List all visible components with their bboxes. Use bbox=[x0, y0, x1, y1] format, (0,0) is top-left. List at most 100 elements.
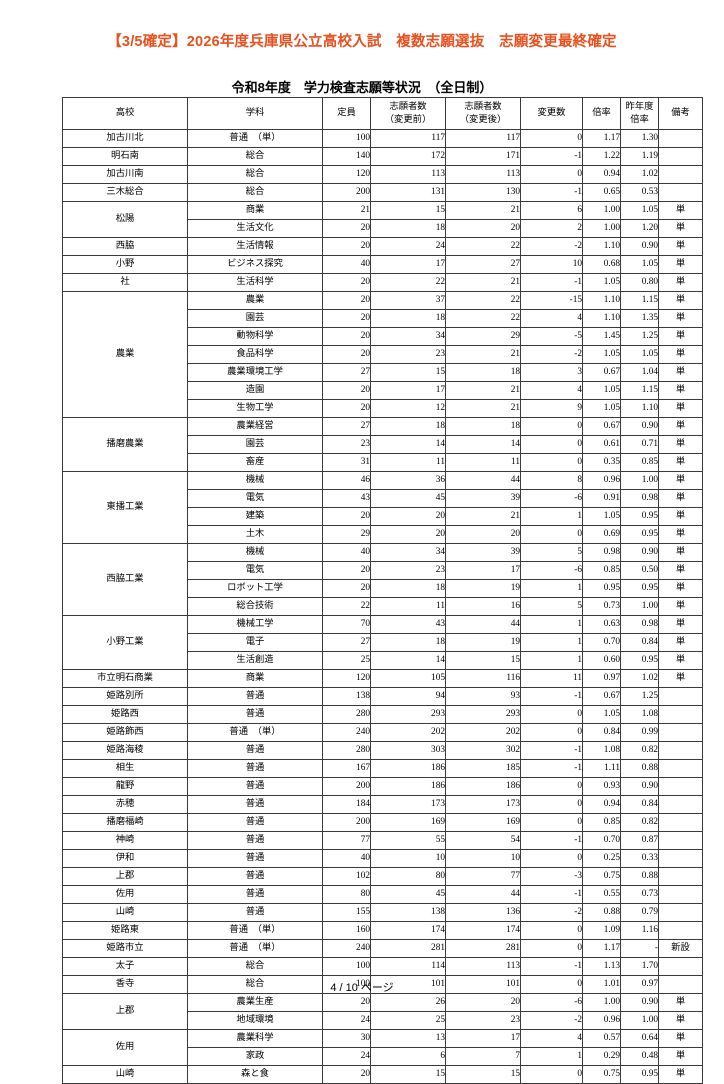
cell-change: 3 bbox=[520, 363, 583, 382]
cell-note: 単 bbox=[658, 507, 703, 526]
cell-capacity: 20 bbox=[322, 1065, 371, 1084]
cell-applicants-after: 16 bbox=[445, 597, 521, 616]
column-header-rate: 倍率 bbox=[582, 97, 621, 130]
column-header-applicants-after: 志願者数 （変更後） bbox=[445, 97, 521, 130]
table-row: 生活文化 20 18 20 2 1.00 1.20 単 bbox=[63, 219, 703, 238]
cell-school: 松陽 bbox=[62, 201, 188, 238]
cell-last-year-rate: 0.84 bbox=[620, 633, 659, 652]
cell-rate: 0.55 bbox=[582, 885, 621, 904]
cell-rate: 0.91 bbox=[582, 489, 621, 508]
cell-rate: 1.00 bbox=[582, 201, 621, 220]
cell-note: 新設 bbox=[658, 939, 703, 958]
cell-school: 伊和 bbox=[62, 849, 188, 868]
cell-last-year-rate: 0.98 bbox=[620, 489, 659, 508]
cell-capacity: 20 bbox=[322, 579, 371, 598]
cell-last-year-rate: 0.90 bbox=[620, 777, 659, 796]
cell-capacity: 27 bbox=[322, 417, 371, 436]
table-row: 姫路東 普通 （単） 160 174 174 0 1.09 1.16 bbox=[62, 921, 703, 940]
cell-rate: 0.93 bbox=[582, 777, 621, 796]
cell-change: 10 bbox=[520, 255, 583, 274]
cell-change: 0 bbox=[520, 417, 583, 436]
cell-capacity: 25 bbox=[322, 651, 371, 670]
cell-capacity: 20 bbox=[322, 309, 371, 328]
cell-change: 9 bbox=[520, 399, 583, 418]
cell-applicants-after: 17 bbox=[445, 1029, 521, 1048]
table-row: 小野 ビジネス探究 40 17 27 10 0.68 1.05 単 bbox=[62, 255, 703, 274]
cell-course: 生活創造 bbox=[187, 651, 323, 670]
cell-change: 6 bbox=[520, 201, 583, 220]
cell-school: 太子 bbox=[62, 957, 188, 976]
cell-rate: 0.70 bbox=[582, 633, 621, 652]
table-row: 電子 27 18 19 1 0.70 0.84 単 bbox=[63, 633, 703, 652]
cell-capacity: 240 bbox=[322, 939, 371, 958]
table-row: 三木総合 総合 200 131 130 -1 0.65 0.53 bbox=[62, 183, 703, 202]
cell-course: 電気 bbox=[187, 561, 323, 580]
cell-note: 単 bbox=[658, 363, 703, 382]
cell-applicants-after: 22 bbox=[445, 237, 521, 256]
cell-rate: 0.65 bbox=[582, 183, 621, 202]
cell-rate: 0.75 bbox=[582, 867, 621, 886]
cell-rate: 1.05 bbox=[582, 345, 621, 364]
cell-applicants-after: 39 bbox=[445, 489, 521, 508]
cell-capacity: 240 bbox=[322, 723, 371, 742]
cell-rate: 0.85 bbox=[582, 813, 621, 832]
cell-last-year-rate: 1.25 bbox=[620, 687, 659, 706]
cell-applicants-after: 10 bbox=[445, 849, 521, 868]
cell-last-year-rate: 0.64 bbox=[620, 1029, 659, 1048]
cell-change: -6 bbox=[520, 489, 583, 508]
cell-rate: 1.22 bbox=[582, 147, 621, 166]
cell-change: 1 bbox=[520, 633, 583, 652]
cell-applicants-after: 302 bbox=[445, 741, 521, 760]
cell-course: 園芸 bbox=[187, 435, 323, 454]
table-row: 相生 普通 167 186 185 -1 1.11 0.88 bbox=[62, 759, 703, 778]
cell-note: 単 bbox=[658, 597, 703, 616]
cell-applicants-before: 186 bbox=[370, 777, 446, 796]
cell-last-year-rate: 0.95 bbox=[620, 651, 659, 670]
cell-course: 普通 （単） bbox=[187, 939, 323, 958]
cell-applicants-before: 18 bbox=[370, 309, 446, 328]
cell-last-year-rate: 1.70 bbox=[620, 957, 659, 976]
cell-change: 5 bbox=[520, 597, 583, 616]
cell-applicants-before: 37 bbox=[370, 291, 446, 310]
cell-capacity: 27 bbox=[322, 633, 371, 652]
cell-note: 単 bbox=[658, 255, 703, 274]
cell-last-year-rate: 0.85 bbox=[620, 453, 659, 472]
cell-course: 土木 bbox=[187, 525, 323, 544]
cell-applicants-before: 10 bbox=[370, 849, 446, 868]
cell-capacity: 120 bbox=[322, 669, 371, 688]
cell-rate: 1.05 bbox=[582, 507, 621, 526]
cell-capacity: 138 bbox=[322, 687, 371, 706]
cell-note bbox=[658, 129, 703, 148]
cell-last-year-rate: 1.00 bbox=[620, 597, 659, 616]
cell-applicants-before: 94 bbox=[370, 687, 446, 706]
cell-applicants-before: 20 bbox=[370, 525, 446, 544]
cell-course: 普通 （単） bbox=[187, 921, 323, 940]
cell-applicants-before: 18 bbox=[370, 219, 446, 238]
cell-capacity: 20 bbox=[322, 399, 371, 418]
cell-applicants-after: 44 bbox=[445, 615, 521, 634]
cell-applicants-before: 169 bbox=[370, 813, 446, 832]
cell-capacity: 20 bbox=[322, 219, 371, 238]
cell-course: 食品科学 bbox=[187, 345, 323, 364]
cell-rate: 0.98 bbox=[582, 543, 621, 562]
cell-rate: 0.25 bbox=[582, 849, 621, 868]
cell-school: 佐用 bbox=[62, 885, 188, 904]
table-row: 西脇 生活情報 20 24 22 -2 1.10 0.90 単 bbox=[62, 237, 703, 256]
cell-note: 単 bbox=[658, 219, 703, 238]
cell-course: 商業 bbox=[187, 201, 323, 220]
cell-note: 単 bbox=[658, 993, 703, 1012]
cell-applicants-after: 14 bbox=[445, 435, 521, 454]
table-row: 東播工業 機械 46 36 44 8 0.96 1.00 単 bbox=[62, 471, 703, 544]
cell-school: 上郡 bbox=[62, 993, 188, 1030]
cell-school: 龍野 bbox=[62, 777, 188, 796]
cell-applicants-after: 19 bbox=[445, 579, 521, 598]
cell-school: 播磨福崎 bbox=[62, 813, 188, 832]
cell-capacity: 280 bbox=[322, 741, 371, 760]
cell-note: 単 bbox=[658, 1065, 703, 1084]
cell-change: 0 bbox=[520, 795, 583, 814]
cell-note: 単 bbox=[658, 273, 703, 292]
cell-rate: 1.45 bbox=[582, 327, 621, 346]
cell-course: 機械工学 bbox=[187, 615, 323, 634]
cell-school: 明石南 bbox=[62, 147, 188, 166]
cell-rate: 1.05 bbox=[582, 705, 621, 724]
